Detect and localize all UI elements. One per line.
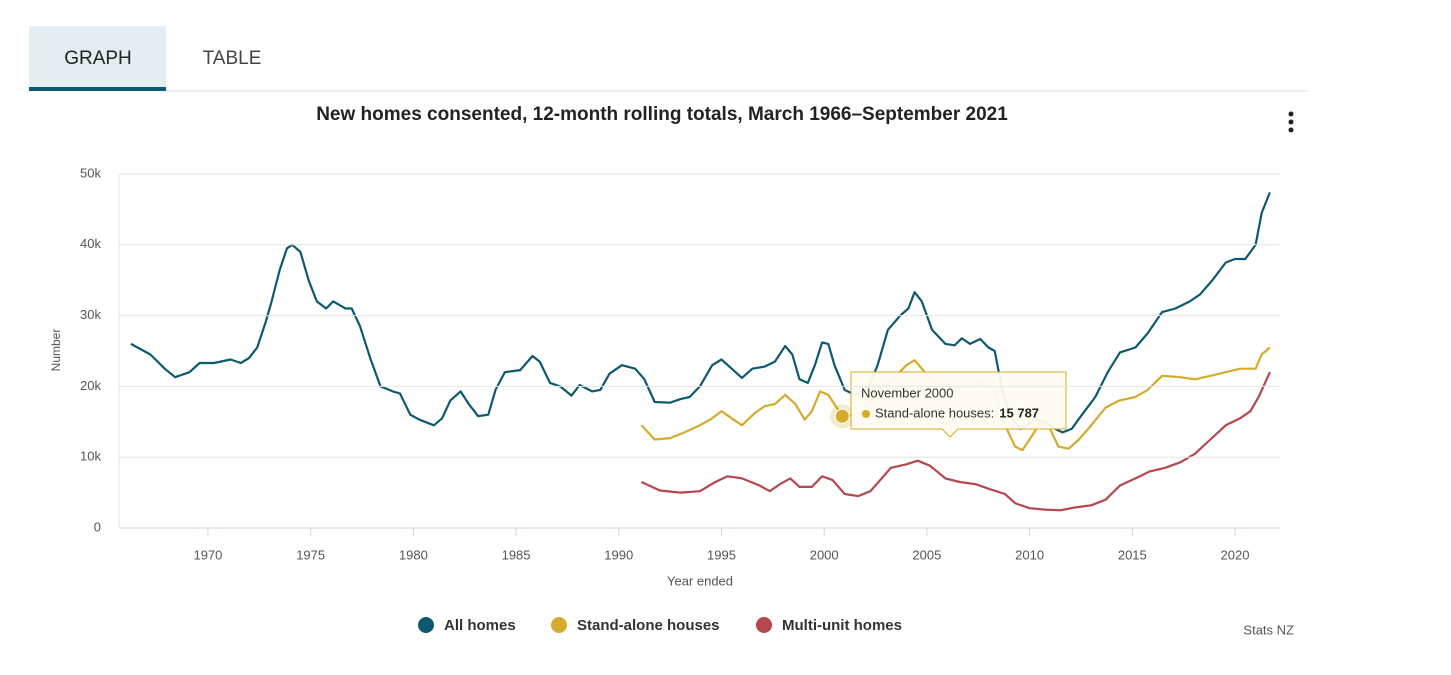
y-tick-label: 40k — [80, 236, 101, 251]
x-tick-label: 1990 — [604, 547, 633, 562]
x-tick-label: 1975 — [296, 547, 325, 562]
tooltip-marker — [862, 410, 870, 418]
chart-title: New homes consented, 12-month rolling to… — [316, 104, 1008, 125]
legend-label: Stand-alone houses — [577, 617, 720, 634]
tab-label[interactable]: GRAPH — [64, 48, 132, 69]
x-axis-label: Year ended — [667, 573, 733, 588]
x-tick-label: 2015 — [1118, 547, 1147, 562]
tab-underline — [29, 87, 166, 91]
x-tick-label: 1980 — [399, 547, 428, 562]
series-line — [130, 191, 1271, 434]
legend-label: Multi-unit homes — [782, 617, 902, 634]
tooltip-value: 15 787 — [999, 405, 1039, 420]
legend-label: All homes — [444, 617, 516, 634]
x-tick-label: 1985 — [502, 547, 531, 562]
tab-label[interactable]: TABLE — [203, 48, 262, 69]
y-tick-label: 50k — [80, 165, 101, 180]
legend-marker — [756, 617, 772, 633]
source: Stats NZ — [1243, 622, 1294, 637]
x-tick-label: 1970 — [193, 547, 222, 562]
graph-tab[interactable] — [29, 26, 166, 90]
x-tick-label: 1995 — [707, 547, 736, 562]
y-axis-label: Number — [49, 329, 63, 372]
x-tick-label: 2020 — [1221, 547, 1250, 562]
y-tick-label: 0 — [94, 519, 101, 534]
tooltip-date: November 2000 — [861, 385, 954, 400]
tooltip-box — [850, 371, 1067, 438]
legend-marker — [551, 617, 567, 633]
tooltip: November 2000 Stand-alone houses: 15 787 — [830, 371, 1067, 438]
legend: All homes Stand-alone houses Multi-unit ho… — [418, 617, 902, 634]
x-tick-label: 2010 — [1015, 547, 1044, 562]
tooltip-label: Stand-alone houses: — [875, 405, 994, 420]
plot — [130, 191, 1271, 512]
y-tick-label: 20k — [80, 378, 101, 393]
x-tick-label: 2000 — [810, 547, 839, 562]
series-line — [640, 371, 1271, 512]
legend-marker — [418, 617, 434, 633]
x-tick-label: 2005 — [912, 547, 941, 562]
y-tick-label: 30k — [80, 307, 101, 322]
y-tick-label: 10k — [80, 449, 101, 464]
menu-button[interactable] — [1288, 111, 1294, 133]
hover-point — [834, 408, 850, 424]
